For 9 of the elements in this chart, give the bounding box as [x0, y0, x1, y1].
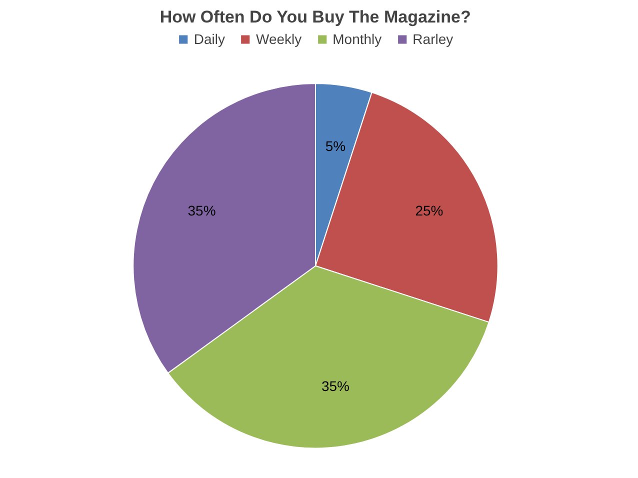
legend-label: Rarley — [412, 31, 454, 47]
data-label: 25% — [415, 202, 444, 219]
data-label: 35% — [188, 202, 216, 219]
legend-label: Monthly — [332, 31, 382, 47]
data-label: 35% — [321, 378, 350, 394]
data-label: 5% — [325, 138, 346, 154]
chart-title: How Often Do You Buy The Magazine? — [160, 8, 471, 26]
legend-label: Weekly — [256, 31, 302, 47]
legend-label: Daily — [194, 31, 225, 47]
